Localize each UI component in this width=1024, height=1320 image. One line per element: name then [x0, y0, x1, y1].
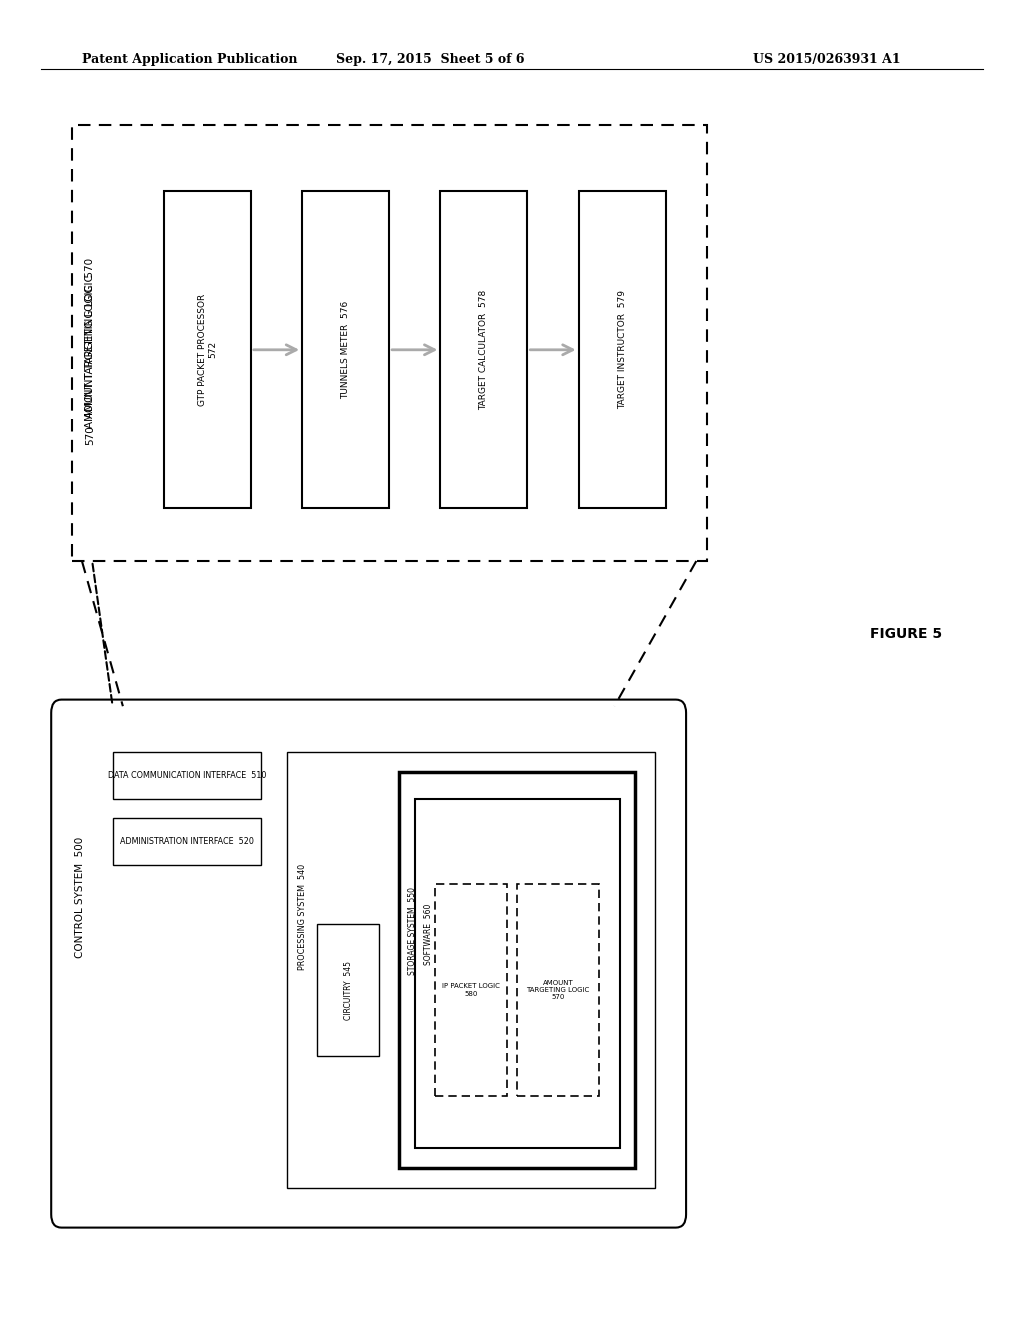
Text: FIGURE 5: FIGURE 5 [870, 627, 942, 640]
Text: AMOUNT TARGETING LOGIC: AMOUNT TARGETING LOGIC [85, 268, 95, 418]
Text: DATA COMMUNICATION INTERFACE  510: DATA COMMUNICATION INTERFACE 510 [108, 771, 266, 780]
Text: TUNNELS METER  576: TUNNELS METER 576 [341, 301, 350, 399]
FancyBboxPatch shape [113, 818, 261, 865]
FancyBboxPatch shape [287, 752, 655, 1188]
Text: US 2015/0263931 A1: US 2015/0263931 A1 [754, 53, 901, 66]
FancyBboxPatch shape [302, 191, 389, 508]
FancyBboxPatch shape [317, 924, 379, 1056]
FancyBboxPatch shape [72, 125, 707, 561]
FancyBboxPatch shape [440, 191, 527, 508]
Text: SOFTWARE  560: SOFTWARE 560 [424, 903, 432, 965]
Text: CONTROL SYSTEM  500: CONTROL SYSTEM 500 [75, 837, 85, 958]
FancyBboxPatch shape [415, 799, 620, 1148]
Text: IP PACKET LOGIC
580: IP PACKET LOGIC 580 [442, 983, 500, 997]
Text: STORAGE SYSTEM  550: STORAGE SYSTEM 550 [409, 887, 417, 974]
Text: AMOUNT
TARGETING LOGIC
570: AMOUNT TARGETING LOGIC 570 [526, 979, 590, 1001]
FancyBboxPatch shape [517, 884, 599, 1096]
Text: GTP PACKET PROCESSOR
572: GTP PACKET PROCESSOR 572 [198, 293, 217, 407]
Text: PROCESSING SYSTEM  540: PROCESSING SYSTEM 540 [298, 865, 306, 970]
Text: TARGET INSTRUCTOR  579: TARGET INSTRUCTOR 579 [617, 290, 627, 409]
Text: Sep. 17, 2015  Sheet 5 of 6: Sep. 17, 2015 Sheet 5 of 6 [336, 53, 524, 66]
FancyBboxPatch shape [51, 700, 686, 1228]
Text: TARGET CALCULATOR  578: TARGET CALCULATOR 578 [479, 289, 488, 411]
FancyBboxPatch shape [113, 752, 261, 799]
Text: AMOUNT TARGETING LOGIC  570: AMOUNT TARGETING LOGIC 570 [85, 259, 95, 428]
FancyBboxPatch shape [435, 884, 507, 1096]
Text: 570: 570 [85, 426, 95, 445]
Text: ADMINISTRATION INTERFACE  520: ADMINISTRATION INTERFACE 520 [120, 837, 254, 846]
FancyBboxPatch shape [164, 191, 251, 508]
Text: Patent Application Publication: Patent Application Publication [82, 53, 297, 66]
FancyBboxPatch shape [399, 772, 635, 1168]
Text: CIRCUITRY  545: CIRCUITRY 545 [344, 961, 352, 1019]
FancyBboxPatch shape [579, 191, 666, 508]
